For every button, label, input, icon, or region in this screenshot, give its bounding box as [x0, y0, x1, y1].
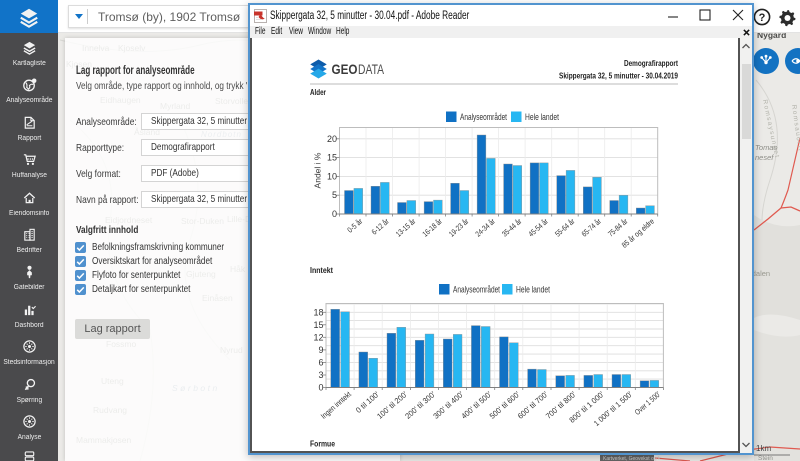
svg-text:nesef: nesef	[755, 153, 774, 162]
svg-text:20: 20	[327, 133, 337, 143]
svg-text:9: 9	[318, 344, 323, 354]
svg-text:65-74 år: 65-74 år	[580, 216, 604, 238]
svg-text:Analyseområdet: Analyseområdet	[453, 284, 500, 294]
svg-text:16-18 år: 16-18 år	[421, 216, 445, 238]
svg-text:35-44 år: 35-44 år	[500, 216, 524, 238]
svg-text:15: 15	[313, 319, 323, 329]
svg-text:13-15 år: 13-15 år	[394, 216, 418, 238]
svg-text:Kartverket, Geovekst og k: Kartverket, Geovekst og k	[603, 456, 661, 461]
svg-text:Analyseområdet: Analyseområdet	[460, 112, 507, 122]
svg-text:3: 3	[318, 370, 323, 380]
svg-text:10: 10	[327, 171, 337, 181]
svg-text:Andel i %: Andel i %	[313, 152, 323, 188]
svg-text:24-34 år: 24-34 år	[474, 216, 498, 238]
svg-text:GEO: GEO	[332, 62, 358, 77]
svg-text:Nygård: Nygård	[757, 30, 786, 40]
svg-text:5: 5	[332, 190, 337, 200]
svg-text:12: 12	[313, 332, 323, 342]
svg-text:18: 18	[313, 307, 323, 317]
svg-text:0: 0	[332, 209, 337, 219]
svg-text:6: 6	[318, 357, 323, 367]
svg-text:1km: 1km	[756, 444, 771, 453]
svg-text:19-23 år: 19-23 år	[447, 216, 471, 238]
svg-text:6-12 år: 6-12 år	[370, 216, 391, 236]
svg-text:0: 0	[318, 382, 323, 392]
svg-text:DATA: DATA	[358, 62, 384, 77]
svg-text:?: ?	[759, 12, 766, 24]
svg-text:Tomas: Tomas	[755, 143, 777, 152]
svg-text:Hele landet: Hele landet	[516, 284, 550, 294]
svg-text:15: 15	[327, 152, 337, 162]
svg-text:Demografirapport: Demografirapport	[624, 59, 678, 68]
svg-text:Stein: Stein	[758, 455, 773, 461]
svg-text:Alder: Alder	[310, 87, 327, 97]
svg-text:Over 1 500': Over 1 500'	[633, 389, 663, 416]
svg-text:0-5 år: 0-5 år	[346, 216, 365, 234]
svg-text:Hele landet: Hele landet	[525, 112, 559, 122]
svg-text:Skippergata 32, 5 minutter - 3: Skippergata 32, 5 minutter - 30.04.2019	[559, 71, 678, 80]
svg-text:sdalen: sdalen	[748, 269, 770, 278]
svg-text:55-64 år: 55-64 år	[553, 216, 577, 238]
svg-text:45-54 år: 45-54 år	[527, 216, 551, 238]
svg-text:Romsauorri: Romsauorri	[790, 104, 800, 152]
svg-text:Ingen inntekt: Ingen inntekt	[319, 389, 353, 421]
svg-text:Inntekt: Inntekt	[310, 265, 333, 275]
svg-text:Formue: Formue	[310, 438, 335, 448]
svg-text:75-84 år: 75-84 år	[606, 216, 630, 238]
